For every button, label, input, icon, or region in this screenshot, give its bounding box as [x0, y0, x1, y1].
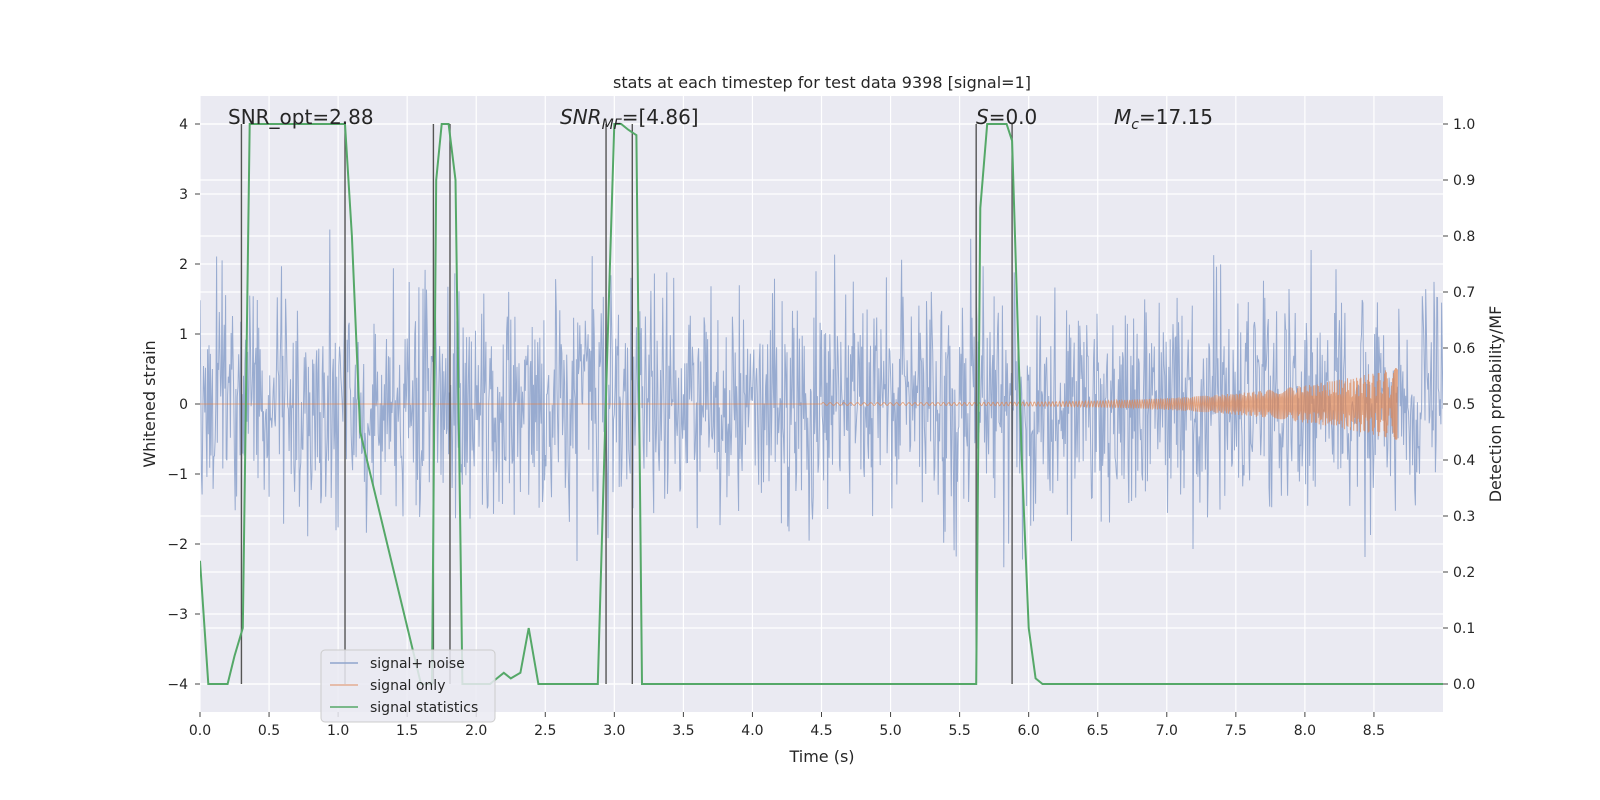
- y-right-tick-label: 0.3: [1453, 509, 1475, 525]
- y-axis-right-ticks: 1.0 0.9 0.8 0.7 0.6 0.5 0.4 0.3 0.2 0.1 0.0: [1443, 117, 1475, 693]
- y-left-tick-label: 4: [179, 117, 188, 133]
- noise-trace: [200, 229, 1443, 568]
- signal-statistics-series: [200, 123, 1443, 685]
- annotation-s: S=0.0: [976, 105, 1037, 129]
- y-left-tick-label: 1: [179, 327, 188, 343]
- chart-title: stats at each timestep for test data 939…: [613, 73, 1031, 92]
- signal-only-series: [200, 368, 1398, 441]
- snr-mf-subscript: MF: [602, 117, 623, 133]
- y-right-tick-label: 0.8: [1453, 229, 1475, 245]
- y-axis-right-label: Detection probability/MF: [1486, 306, 1505, 503]
- snr-mf-value: =[4.86]: [622, 105, 699, 129]
- x-tick-label: 7.0: [1156, 723, 1178, 739]
- y-right-tick-label: 0.4: [1453, 453, 1475, 469]
- legend-label-signal: signal only: [370, 678, 445, 694]
- s-value: =0.0: [989, 105, 1038, 129]
- legend-label-noise: signal+ noise: [370, 656, 465, 672]
- x-tick-label: 8.5: [1363, 723, 1385, 739]
- y-right-tick-label: 0.9: [1453, 173, 1475, 189]
- y-right-tick-label: 0.6: [1453, 341, 1475, 357]
- y-right-tick-label: 0.1: [1453, 621, 1475, 637]
- y-left-tick-label: 2: [179, 257, 188, 273]
- x-tick-label: 6.5: [1087, 723, 1109, 739]
- y-right-tick-label: 0.0: [1453, 677, 1475, 693]
- x-tick-label: 4.5: [810, 723, 832, 739]
- y-axis-left-label: Whitened strain: [140, 340, 159, 467]
- annotation-snr-opt: SNR_opt=2.88: [228, 105, 374, 129]
- plot-area: [200, 123, 1443, 685]
- x-tick-label: 7.5: [1225, 723, 1247, 739]
- signal-trace: [200, 368, 1398, 441]
- y-left-tick-label: −1: [167, 467, 188, 483]
- x-tick-label: 1.0: [327, 723, 349, 739]
- x-tick-label: 5.0: [879, 723, 901, 739]
- x-tick-label: 2.5: [534, 723, 556, 739]
- x-tick-label: 3.5: [672, 723, 694, 739]
- y-left-tick-label: −3: [167, 607, 188, 623]
- legend-box: [320, 649, 496, 723]
- signal-noise-series: [200, 229, 1443, 568]
- snr-mf-symbol: SNR: [560, 105, 602, 129]
- s-symbol: S: [976, 105, 989, 129]
- annotation-mc: Mc=17.15: [1114, 105, 1213, 133]
- y-right-tick-label: 0.7: [1453, 285, 1475, 301]
- mc-subscript: c: [1131, 117, 1139, 133]
- x-axis-label: Time (s): [788, 747, 854, 766]
- y-right-tick-label: 0.5: [1453, 397, 1475, 413]
- legend-label-stats: signal statistics: [370, 700, 478, 716]
- y-right-tick-label: 1.0: [1453, 117, 1475, 133]
- legend: signal+ noise signal only signal statist…: [320, 649, 496, 723]
- mc-symbol: M: [1114, 105, 1131, 129]
- x-tick-label: 0.0: [189, 723, 211, 739]
- x-tick-label: 5.5: [948, 723, 970, 739]
- x-tick-label: 1.5: [396, 723, 418, 739]
- mc-value: =17.15: [1139, 105, 1213, 129]
- y-left-tick-label: 0: [179, 397, 188, 413]
- x-tick-label: 8.0: [1294, 723, 1316, 739]
- y-right-tick-label: 0.2: [1453, 565, 1475, 581]
- x-axis-ticks: 0.0 0.5 1.0 1.5 2.0 2.5 3.0 3.5 4.0 4.5 5.0 5.5 6.0 6…: [189, 712, 1385, 739]
- x-tick-label: 6.0: [1018, 723, 1040, 739]
- y-left-tick-label: −4: [167, 677, 188, 693]
- annotation-snr-mf: SNRMF=[4.86]: [560, 105, 699, 133]
- y-axis-left-ticks: 4 3 2 1 0 −1 −2 −3 −4: [167, 117, 200, 693]
- y-left-tick-label: −2: [167, 537, 188, 553]
- stats-line: [200, 123, 1443, 685]
- x-tick-label: 0.5: [258, 723, 280, 739]
- x-tick-label: 3.0: [603, 723, 625, 739]
- y-left-tick-label: 3: [179, 187, 188, 203]
- x-tick-label: 4.0: [741, 723, 763, 739]
- x-tick-label: 2.0: [465, 723, 487, 739]
